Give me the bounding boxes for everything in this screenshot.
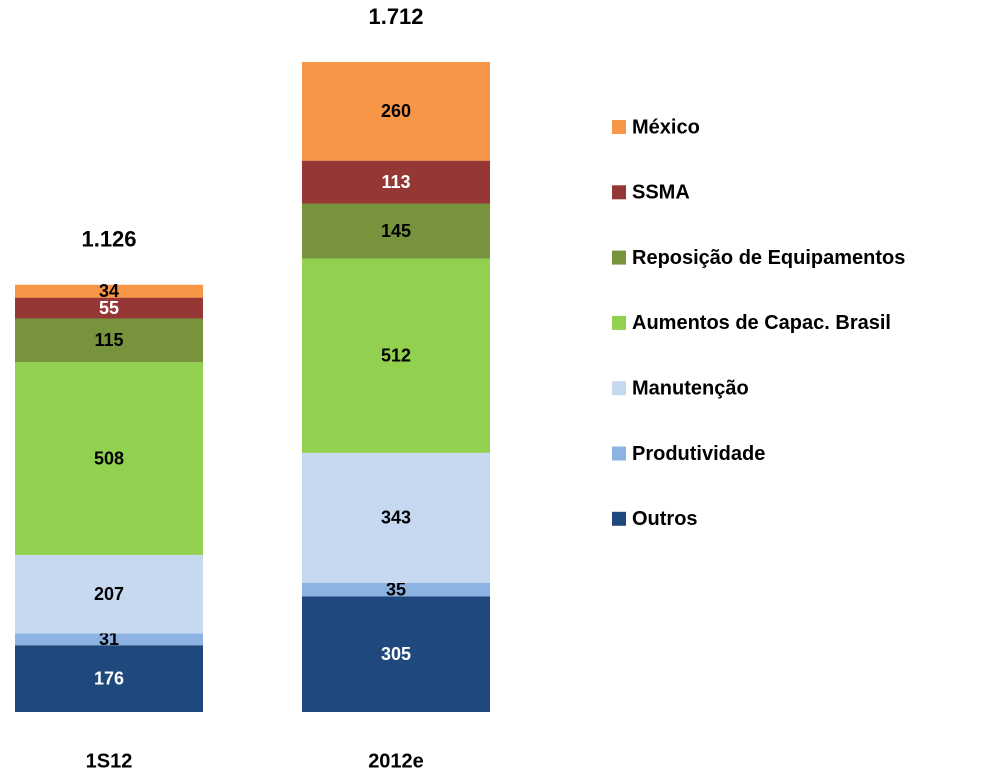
data-label: 145	[381, 221, 411, 241]
bar-segment	[302, 203, 490, 259]
legend-swatch	[612, 446, 626, 461]
data-label: 260	[381, 101, 411, 121]
bar-segment	[302, 582, 490, 597]
bar-segment	[15, 645, 203, 712]
legend-label: Outros	[632, 508, 698, 530]
data-label: 35	[386, 579, 406, 599]
data-label: 55	[99, 298, 119, 318]
total-label: 1.126	[81, 227, 136, 252]
legend-swatch	[612, 120, 626, 134]
legend-label: Produtividade	[632, 443, 765, 465]
x-tick-label: 1S12	[86, 750, 133, 772]
bar-segment	[15, 633, 203, 646]
bar-segment	[302, 160, 490, 204]
legend-label: Manutenção	[632, 377, 749, 399]
bar-segment	[15, 297, 203, 319]
bar-segment	[302, 596, 490, 712]
x-tick-label: 2012e	[368, 750, 424, 772]
data-label: 512	[381, 345, 411, 365]
data-label: 305	[381, 644, 411, 664]
legend-swatch	[612, 185, 626, 200]
legend-swatch	[612, 511, 626, 526]
bar-segment	[15, 318, 203, 363]
data-label: 31	[99, 629, 119, 649]
total-label: 1.712	[368, 4, 423, 29]
data-label: 176	[94, 668, 124, 688]
data-label: 508	[94, 448, 124, 468]
legend-label: Aumentos de Capac. Brasil	[632, 312, 891, 334]
bar-segment	[302, 452, 490, 583]
bar-segment	[15, 362, 203, 555]
legend-swatch	[612, 250, 626, 265]
data-label: 207	[94, 584, 124, 604]
data-label: 343	[381, 508, 411, 528]
bar-segment	[302, 258, 490, 453]
bar-segment	[15, 554, 203, 634]
bar-segment	[15, 284, 203, 298]
data-label: 115	[94, 330, 123, 350]
legend-swatch	[612, 315, 626, 330]
data-label: 34	[99, 281, 119, 301]
legend-swatch	[612, 381, 626, 396]
bar-segment	[302, 62, 490, 161]
legend-label: Reposição de Equipamentos	[632, 247, 905, 269]
data-label: 113	[381, 172, 410, 192]
legend-label: SSMA	[632, 182, 690, 204]
legend-label: México	[632, 116, 700, 138]
